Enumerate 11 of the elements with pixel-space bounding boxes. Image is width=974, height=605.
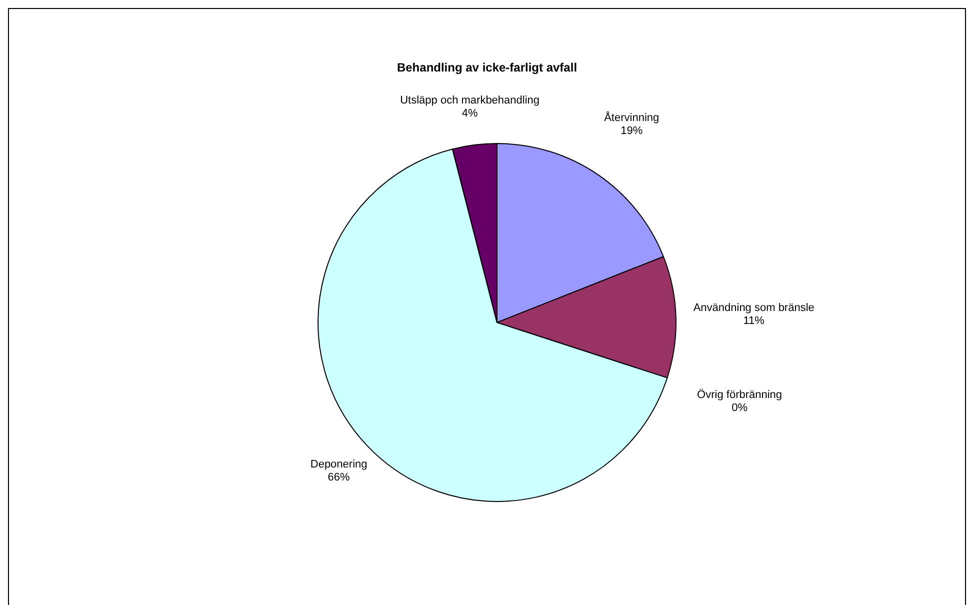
- data-label: 19%: [620, 124, 643, 137]
- slice-label: Återvinning: [604, 110, 660, 124]
- slice-label: Utsläpp och markbehandling: [400, 94, 540, 107]
- category-label: Övrig förbränning: [697, 388, 782, 401]
- slice-label: Deponering: [310, 458, 368, 471]
- chart-title: Behandling av icke-farligt avfall: [396, 60, 578, 74]
- data-label: 66%: [328, 472, 350, 484]
- data-label: 4%: [462, 108, 478, 120]
- slice-label: Användning som bränsle: [693, 302, 814, 314]
- data-label: 11%: [743, 314, 765, 327]
- text: 0%: [732, 402, 748, 414]
